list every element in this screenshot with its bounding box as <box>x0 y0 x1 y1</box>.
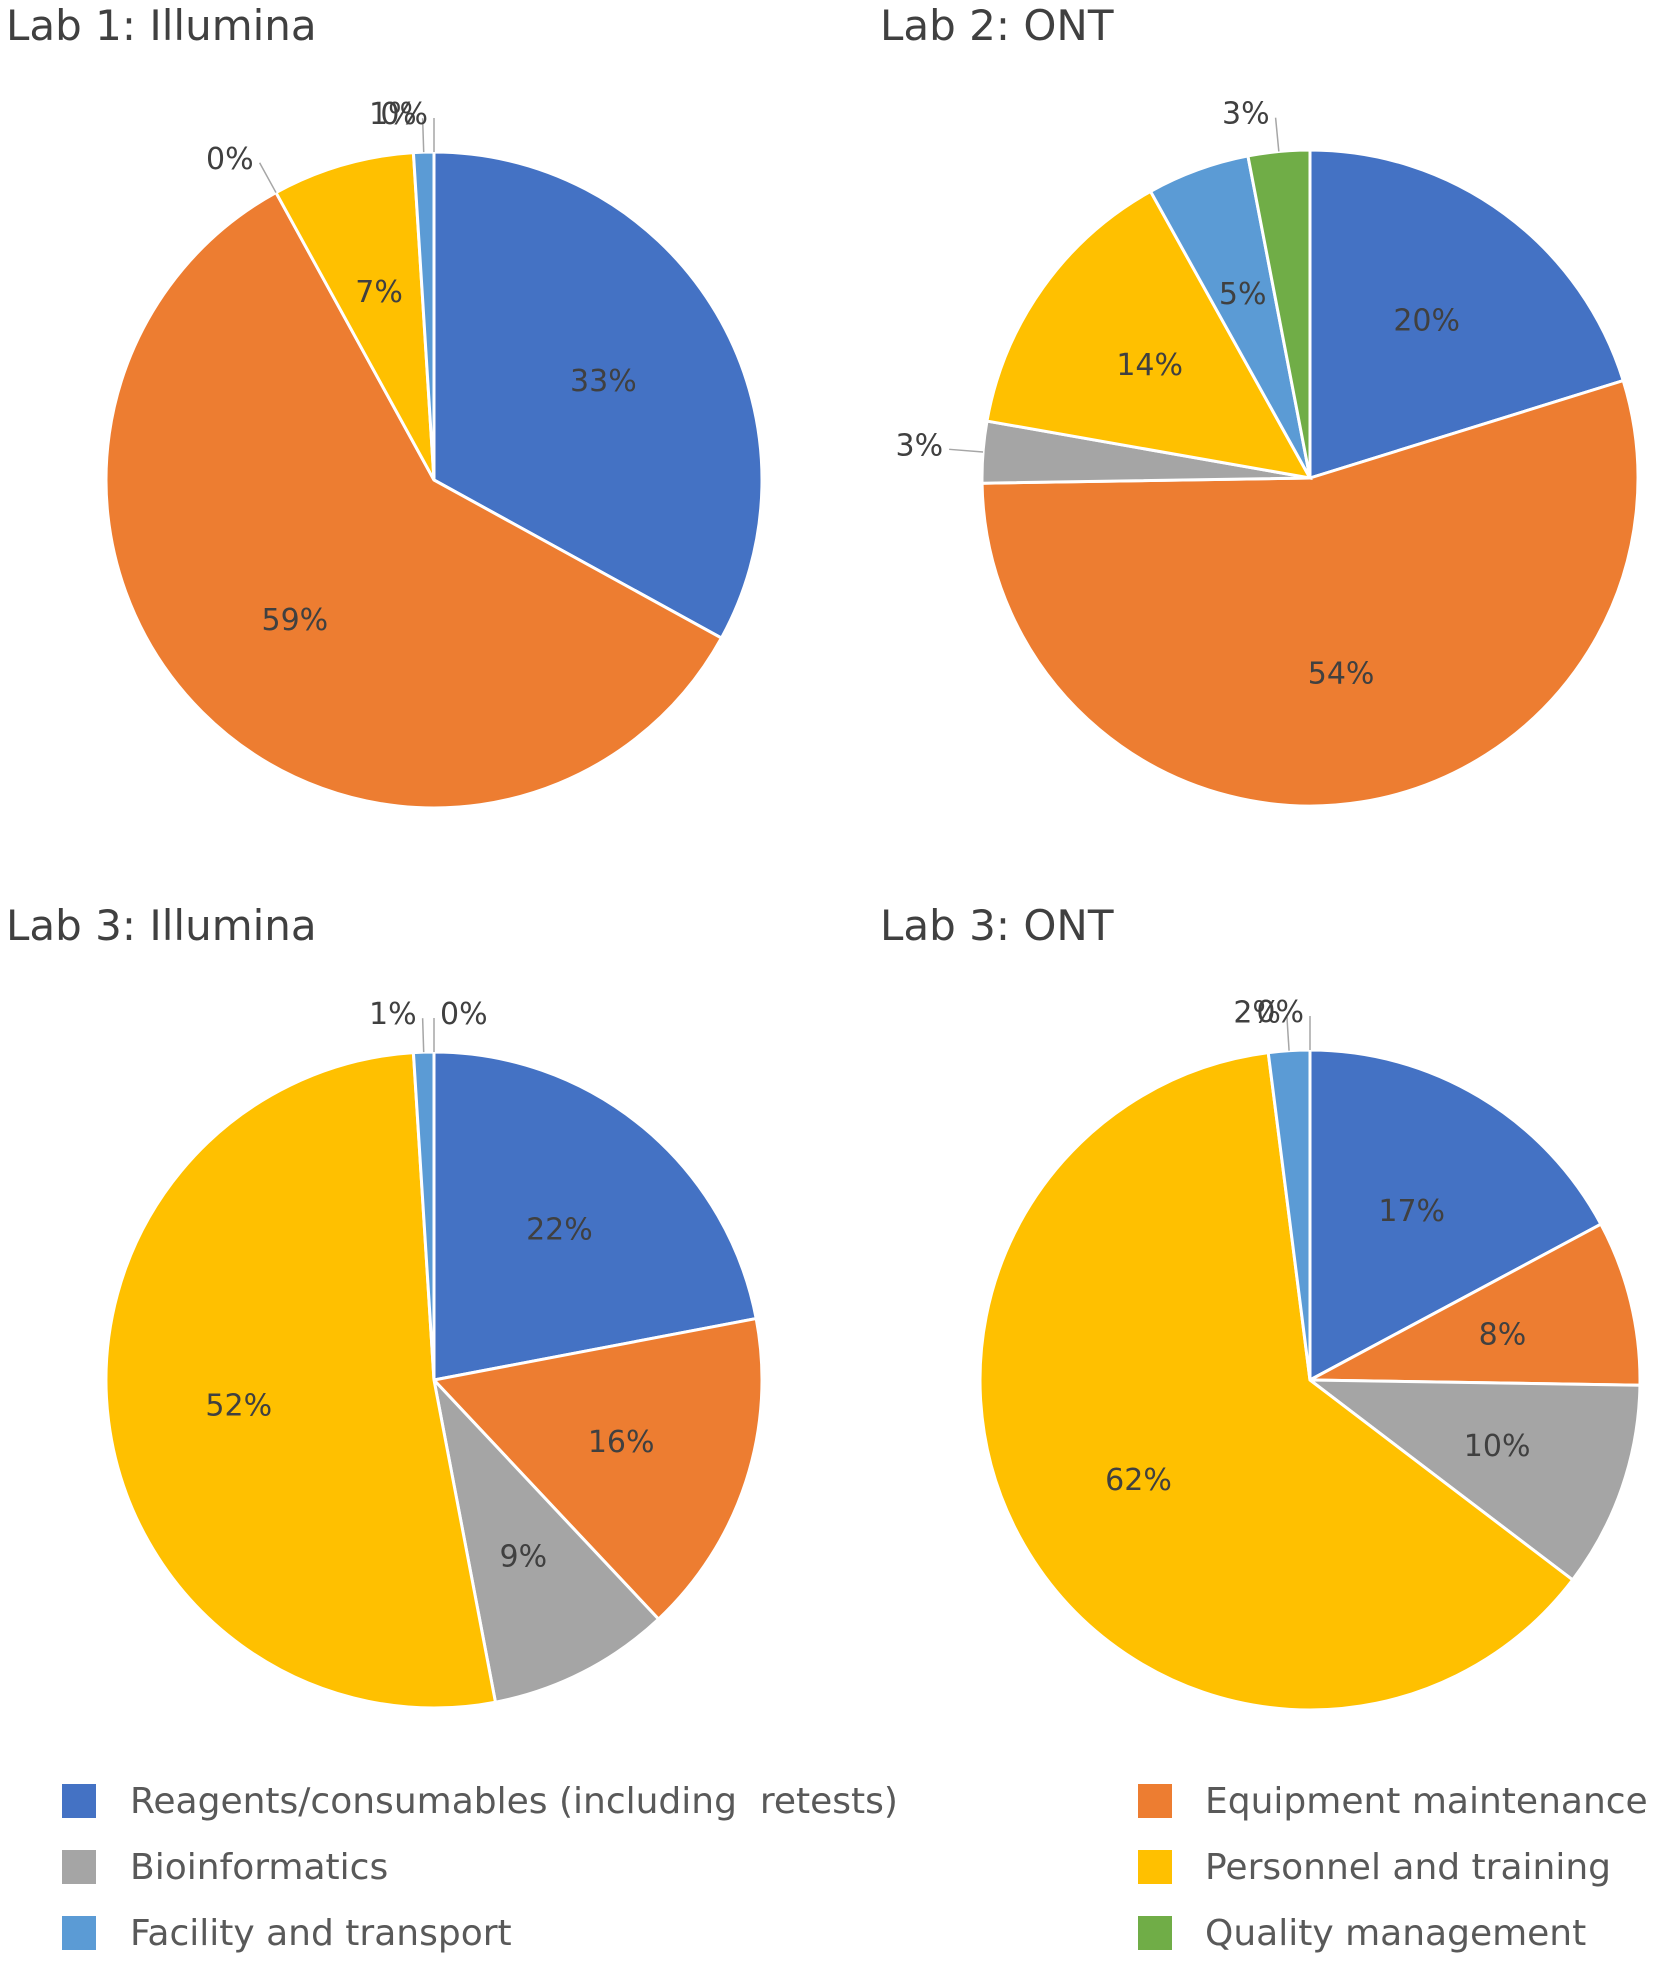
legend-label-bioinformatics: Bioinformatics <box>130 1847 388 1888</box>
pie-data-label-reagents: 22% <box>526 1212 593 1247</box>
pie-slice-reagents <box>1308 148 1626 481</box>
pie-data-label-bioinformatics: 3% <box>896 428 944 463</box>
pie-slice-equipment <box>980 378 1640 808</box>
chart-title-lab3-ont: Lab 3: ONT <box>880 901 1114 950</box>
pie-leader-line-facility <box>421 1018 425 1053</box>
pie-slice-reagents <box>432 1050 758 1382</box>
pie-slice-bioinformatics <box>1305 1378 1642 1582</box>
legend-swatch-quality <box>1138 1916 1172 1950</box>
legend-swatch-facility <box>62 1916 96 1950</box>
legend-swatch-personnel <box>1138 1850 1172 1884</box>
pie-data-label-facility: 1% <box>369 997 417 1032</box>
pie-data-label-bioinformatics: 10% <box>1464 1429 1531 1464</box>
pie-slice-reagents <box>1308 1048 1603 1383</box>
pie-data-label-personnel: 7% <box>355 275 403 310</box>
pie-slice-equipment <box>1304 1222 1642 1387</box>
pie-slice-bioinformatics <box>431 1375 661 1704</box>
pie-data-label-personnel: 14% <box>1116 348 1183 383</box>
legend-swatch-reagents <box>62 1784 96 1818</box>
pie-slice-equipment <box>104 190 724 810</box>
pie-lab-1-illumina: 33%59%0%7%1%0% <box>104 97 764 810</box>
chart-title-lab2-ont: Lab 2: ONT <box>880 1 1114 50</box>
legend: Reagents/consumables (including retests)… <box>62 1781 1648 1954</box>
pie-lab-3-illumina: 22% 16% 9% 52% 1% 0% <box>104 997 764 1710</box>
legend-label-facility: Facility and transport <box>130 1913 512 1954</box>
chart-title-lab1-illumina: Lab 1: Illumina <box>6 1 317 50</box>
pie-data-label-equipment: 8% <box>1479 1317 1527 1352</box>
pie-data-label-reagents: 20% <box>1393 304 1460 339</box>
pie-leader-line-bioinformatics <box>949 448 984 453</box>
pie-data-label-equipment: 59% <box>261 603 328 638</box>
pie-data-label-equipment: 54% <box>1308 656 1375 691</box>
pie-data-label-equipment: 16% <box>588 1425 655 1460</box>
pie-lab-2-ont: 20% 54% 3% 14% 5% 3% <box>896 97 1640 808</box>
pie-data-label-reagents: 33% <box>570 364 637 399</box>
legend-label-personnel: Personnel and training <box>1205 1847 1611 1888</box>
pie-data-label-facility: 2% <box>1233 996 1281 1031</box>
legend-label-quality: Quality management <box>1205 1913 1586 1954</box>
pie-leader-line-quality <box>1274 117 1280 152</box>
pie-data-label-reagents: 17% <box>1378 1194 1445 1229</box>
pie-slice-personnel <box>985 189 1313 481</box>
pie-slice-personnel <box>104 1051 498 1710</box>
legend-label-equipment: Equipment maintenance <box>1205 1781 1648 1822</box>
pie-slice-personnel <box>978 1050 1575 1712</box>
pie-leader-line-facility <box>1286 1016 1290 1051</box>
legend-swatch-equipment <box>1138 1784 1172 1818</box>
pie-lab-3-ont: 17% 8% 10% 62% 2%0% <box>978 995 1642 1712</box>
pie-leader-line-bioinformatics <box>258 162 277 193</box>
pies-group: 33%59%0%7%1%0%20%54%3%14%5%3%22%16%9%52%… <box>104 97 1642 1712</box>
legend-swatch-bioinformatics <box>62 1850 96 1884</box>
pie-data-label-quality: 3% <box>1222 97 1270 132</box>
pie-data-label-bioinformatics: 0% <box>206 142 254 177</box>
pie-slice-equipment <box>431 1316 764 1622</box>
pie-data-label-quality: 0% <box>380 97 428 132</box>
chart-title-lab3-illumina: Lab 3: Illumina <box>6 901 317 950</box>
pie-data-label-facility: 5% <box>1219 277 1267 312</box>
pie-data-label-quality: 0% <box>440 997 488 1032</box>
pie-slice-personnel <box>273 151 436 481</box>
pie-slice-quality <box>1246 148 1312 479</box>
pie-data-label-facility: 1% <box>369 97 417 132</box>
pie-slice-reagents <box>432 150 764 641</box>
pie-data-label-personnel: 62% <box>1105 1463 1172 1498</box>
legend-label-reagents: Reagents/consumables (including retests) <box>130 1781 898 1822</box>
pie-leader-line-facility <box>421 118 425 153</box>
pie-data-label-personnel: 52% <box>205 1389 272 1424</box>
pie-data-label-quality: 0% <box>1256 995 1304 1030</box>
pie-data-label-bioinformatics: 9% <box>500 1539 548 1574</box>
